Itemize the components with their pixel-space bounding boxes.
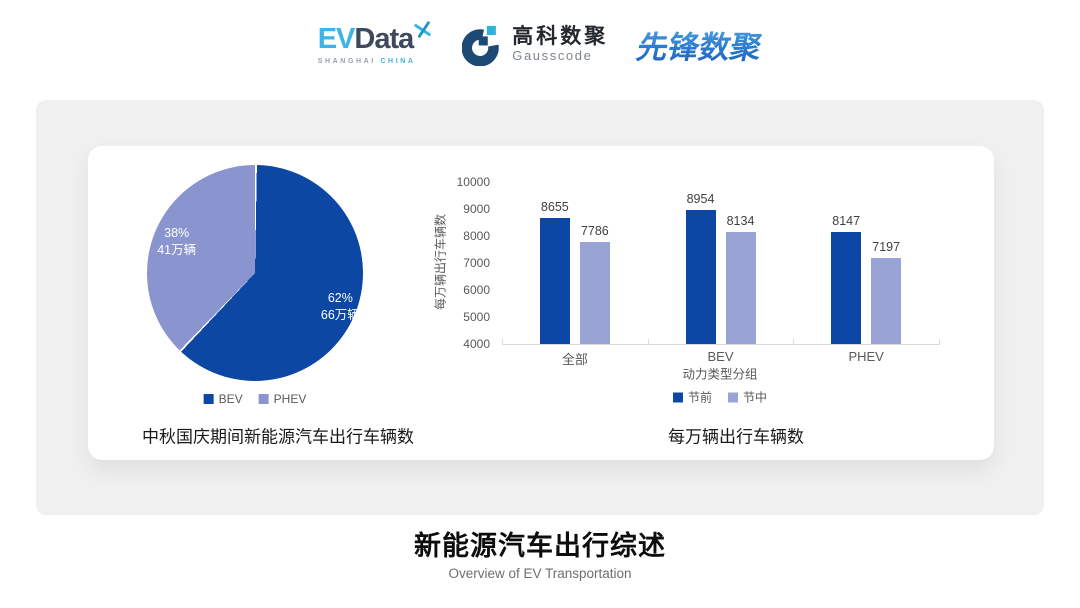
evdata-wordmark: EV Data: [317, 20, 433, 55]
bar-value-label: 8134: [726, 214, 755, 229]
bar-节中-BEV: [725, 232, 756, 344]
bar-legend: 节前 节中: [672, 389, 767, 406]
evdata-logo: EV Data SHANGHAI CHINA: [317, 20, 433, 65]
category-label: PHEV: [848, 349, 884, 364]
y-axis-tick-label: 10000: [456, 175, 490, 189]
bar-value-label: 7786: [580, 223, 609, 238]
x-axis-tick: [793, 339, 795, 345]
bar-节中-全部: [579, 241, 610, 344]
bar-value-label: 8147: [832, 214, 861, 229]
bar-value-label: 7197: [872, 239, 901, 254]
y-axis-tick-label: 7000: [463, 256, 490, 270]
legend-label: 节中: [743, 390, 768, 405]
pie-chart-title: 中秋国庆期间新能源汽车出行车辆数: [142, 427, 414, 447]
legend-label: PHEV: [273, 392, 307, 406]
evdata-subtext: SHANGHAI CHINA: [318, 58, 433, 65]
legend-label: 节前: [687, 390, 712, 405]
evdata-china-text: CHINA: [380, 57, 416, 65]
charts-card: BEV PHEV 中秋国庆期间新能源汽车出行车辆数 4000 5000 6000 700…: [88, 146, 994, 460]
evdata-ev-text: EV: [317, 22, 356, 55]
x-axis-tick: [647, 339, 649, 345]
evdata-x-icon: [414, 20, 432, 38]
content-panel: BEV PHEV 中秋国庆期间新能源汽车出行车辆数 4000 5000 6000 700…: [36, 100, 1044, 515]
bar-value-label: 8655: [540, 200, 569, 215]
pie-slice-label: 38% 41万辆: [157, 226, 197, 257]
legend-item: 节前: [672, 389, 712, 406]
legend-swatch: [672, 392, 683, 402]
gausscode-wordmark: 高科数聚 Gausscode: [512, 25, 608, 64]
legend-swatch: [203, 394, 214, 404]
y-axis-tick-label: 9000: [463, 202, 490, 216]
y-axis-tick-label: 8000: [463, 229, 490, 243]
pie-chart: [147, 165, 363, 381]
y-axis-tick-label: 4000: [463, 337, 490, 351]
gausscode-cn-text: 高科数聚: [512, 24, 609, 48]
pie-slice-label: 62% 66万辆: [320, 290, 360, 322]
page-subtitle: Overview of EV Transportation: [448, 566, 632, 581]
legend-item: 节中: [728, 389, 767, 406]
bar-节前-PHEV: [831, 232, 862, 344]
logo-bar: EV Data SHANGHAI CHINA 高科数聚 Gausscode 先锋…: [0, 20, 1080, 67]
x-axis-tick: [502, 339, 503, 345]
bar-节前-BEV: [685, 210, 716, 344]
gausscode-logo: 高科数聚 Gausscode: [462, 24, 608, 66]
y-axis-tick-label: 5000: [463, 310, 490, 324]
x-axis-line: [502, 344, 939, 345]
legend-label: BEV: [218, 392, 243, 406]
y-axis-tick-label: 6000: [463, 283, 490, 297]
bar-节前-全部: [539, 218, 570, 344]
bar-y-axis-label: 每万辆出行车辆数: [433, 213, 448, 311]
page-title: 新能源汽车出行综述: [414, 531, 666, 561]
bar-节中-PHEV: [871, 257, 902, 344]
gausscode-en-text: Gausscode: [512, 48, 593, 64]
evdata-data-text: Data: [354, 22, 414, 55]
x-axis-tick: [939, 339, 940, 345]
bar-chart-title: 每万辆出行车辆数: [668, 427, 804, 447]
legend-swatch: [258, 394, 269, 404]
category-label: 全部: [561, 352, 588, 367]
bar-x-axis-label: 动力类型分组: [682, 367, 758, 382]
category-label: BEV: [707, 349, 734, 364]
legend-swatch: [728, 392, 738, 402]
bar-value-label: 8954: [686, 192, 715, 207]
evdata-shanghai-text: SHANGHAI: [317, 57, 376, 65]
legend-item: BEV: [203, 392, 243, 406]
gausscode-g-icon: [462, 25, 500, 66]
bar-chart: 4000 5000 6000 7000 8000 9000 10000 8655 7786 全部 8…: [88, 146, 994, 460]
legend-item: PHEV: [258, 392, 307, 406]
pioneer-logo: 先锋数聚: [633, 22, 767, 67]
pie-legend: BEV PHEV: [203, 392, 307, 406]
